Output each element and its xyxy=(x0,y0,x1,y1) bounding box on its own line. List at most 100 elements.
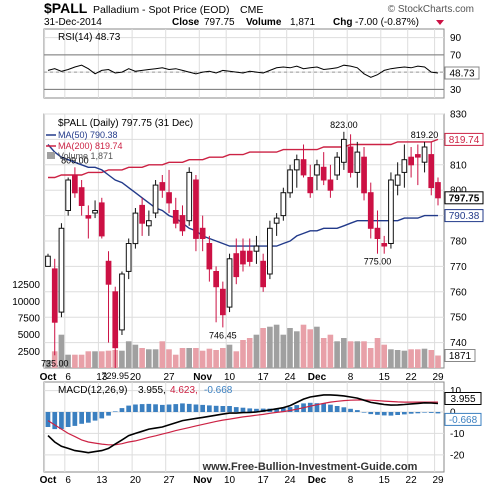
candle-down xyxy=(206,243,213,270)
volume-bar xyxy=(267,326,273,368)
candle-up xyxy=(65,179,72,211)
candle-down xyxy=(367,192,374,229)
volume-bar xyxy=(45,360,51,368)
x-tick-label: 10 xyxy=(224,372,236,383)
price-tick-label: 760 xyxy=(450,287,467,298)
macd-tick-label: -20 xyxy=(450,450,465,461)
volume-bar xyxy=(152,349,159,368)
macd-x-tick-label: Nov xyxy=(193,475,212,486)
volume-bar xyxy=(85,351,92,368)
price-annotation: 823.00 xyxy=(330,120,358,130)
macd-histogram-bar xyxy=(233,407,239,412)
candle-up xyxy=(293,159,300,171)
candle-down xyxy=(307,177,314,194)
macd-histogram-bar xyxy=(119,408,125,412)
volume-bar xyxy=(361,341,367,368)
macd-histogram-bar xyxy=(193,404,199,412)
macd-histogram-bar xyxy=(146,403,152,412)
watermark: © StockCharts.com xyxy=(388,4,474,15)
candle-up xyxy=(92,210,98,214)
macd-histogram-bar xyxy=(45,412,51,427)
volume-legend-swatch xyxy=(47,152,55,159)
ma200-legend: MA(200) 819.74 xyxy=(58,141,123,151)
volume-tick-label: 7500 xyxy=(18,314,41,325)
ma200-value-box xyxy=(444,132,484,146)
volume-bar xyxy=(273,324,280,368)
macd-x-tick-label: 8 xyxy=(348,475,354,486)
volume-bar xyxy=(314,326,320,368)
candle-up xyxy=(273,217,280,224)
candle-up xyxy=(314,164,320,176)
candle-down xyxy=(415,154,421,158)
volume-bar xyxy=(105,350,112,368)
macd-histogram-bar xyxy=(355,410,360,412)
candle-down xyxy=(246,250,253,262)
candle-down xyxy=(220,288,226,316)
ma50-value-box-text: 790.38 xyxy=(449,211,480,222)
volume-bar xyxy=(159,341,166,368)
macd-histogram-bar xyxy=(126,405,131,412)
volume-bar xyxy=(240,340,246,368)
candle-up xyxy=(125,243,132,272)
volume-bar xyxy=(334,341,340,368)
macd-histogram-bar xyxy=(186,403,192,412)
candle-down xyxy=(428,154,435,189)
macd-x-tick-label: 6 xyxy=(65,475,71,486)
x-tick-label: 24 xyxy=(285,372,297,383)
volume-bar xyxy=(226,344,233,368)
site-watermark: www.Free-Bullion-Investment-Guide.com xyxy=(202,461,418,473)
macd-x-tick-label: 20 xyxy=(130,475,142,486)
macd-x-tick-label: 10 xyxy=(224,475,236,486)
x-tick-label: Dec xyxy=(308,372,327,383)
volume-bar xyxy=(119,350,125,368)
ma200-value-box-text: 819.74 xyxy=(449,135,480,146)
rsi-tick-label: 90 xyxy=(450,33,462,44)
price-legend: $PALL (Daily) 797.75 (31 Dec) xyxy=(58,118,193,129)
macd-x-tick-label: Dec xyxy=(308,475,327,486)
candle-up xyxy=(287,169,293,194)
volume-bar xyxy=(146,349,152,368)
candle-down xyxy=(179,215,186,232)
volume-value-text: 1871 xyxy=(449,351,472,362)
volume-bar xyxy=(374,338,381,368)
volume-bar xyxy=(347,341,354,368)
candle-up xyxy=(226,258,233,308)
candle-down xyxy=(300,159,307,176)
candle-down xyxy=(233,253,240,278)
macd-x-tick-label: 22 xyxy=(406,475,418,486)
volume-bar xyxy=(320,338,327,368)
x-tick-label: Nov xyxy=(193,372,212,383)
candle-up xyxy=(119,273,125,331)
macd-histogram-bar xyxy=(207,405,212,412)
volume-bar xyxy=(287,328,293,368)
candle-up xyxy=(267,227,273,275)
x-tick-label: 27 xyxy=(163,372,175,383)
macd-histogram-bar xyxy=(428,412,434,413)
candle-up xyxy=(394,174,401,186)
macd-histogram-bar xyxy=(160,404,165,412)
candle-up xyxy=(146,220,152,227)
ma50-legend: MA(50) 790.38 xyxy=(58,130,118,140)
x-tick-label: 20 xyxy=(130,372,142,383)
candle-down xyxy=(98,202,105,237)
volume-bar xyxy=(72,354,78,368)
macd-histogram-bar xyxy=(173,404,179,412)
candle-down xyxy=(320,166,327,181)
candle-down xyxy=(72,174,78,194)
macd-histogram-bar xyxy=(415,412,421,414)
candle-up xyxy=(334,156,340,176)
macd-histogram-bar xyxy=(86,412,91,423)
macd-histogram-bar xyxy=(65,412,71,427)
candle-down xyxy=(172,210,179,224)
volume-label: Volume xyxy=(246,17,282,28)
candle-down xyxy=(213,271,220,288)
volume-bar xyxy=(260,328,266,368)
candle-up xyxy=(354,151,361,173)
volume-legend: Volume 1,871 xyxy=(58,151,113,161)
macd-histogram-bar xyxy=(59,412,64,430)
volume-bar xyxy=(435,355,441,368)
instrument-name: Palladium - Spot Price (EOD) xyxy=(93,4,230,16)
candle-up xyxy=(186,171,193,222)
macd-hist-value-box-text: -0.668 xyxy=(449,415,478,426)
